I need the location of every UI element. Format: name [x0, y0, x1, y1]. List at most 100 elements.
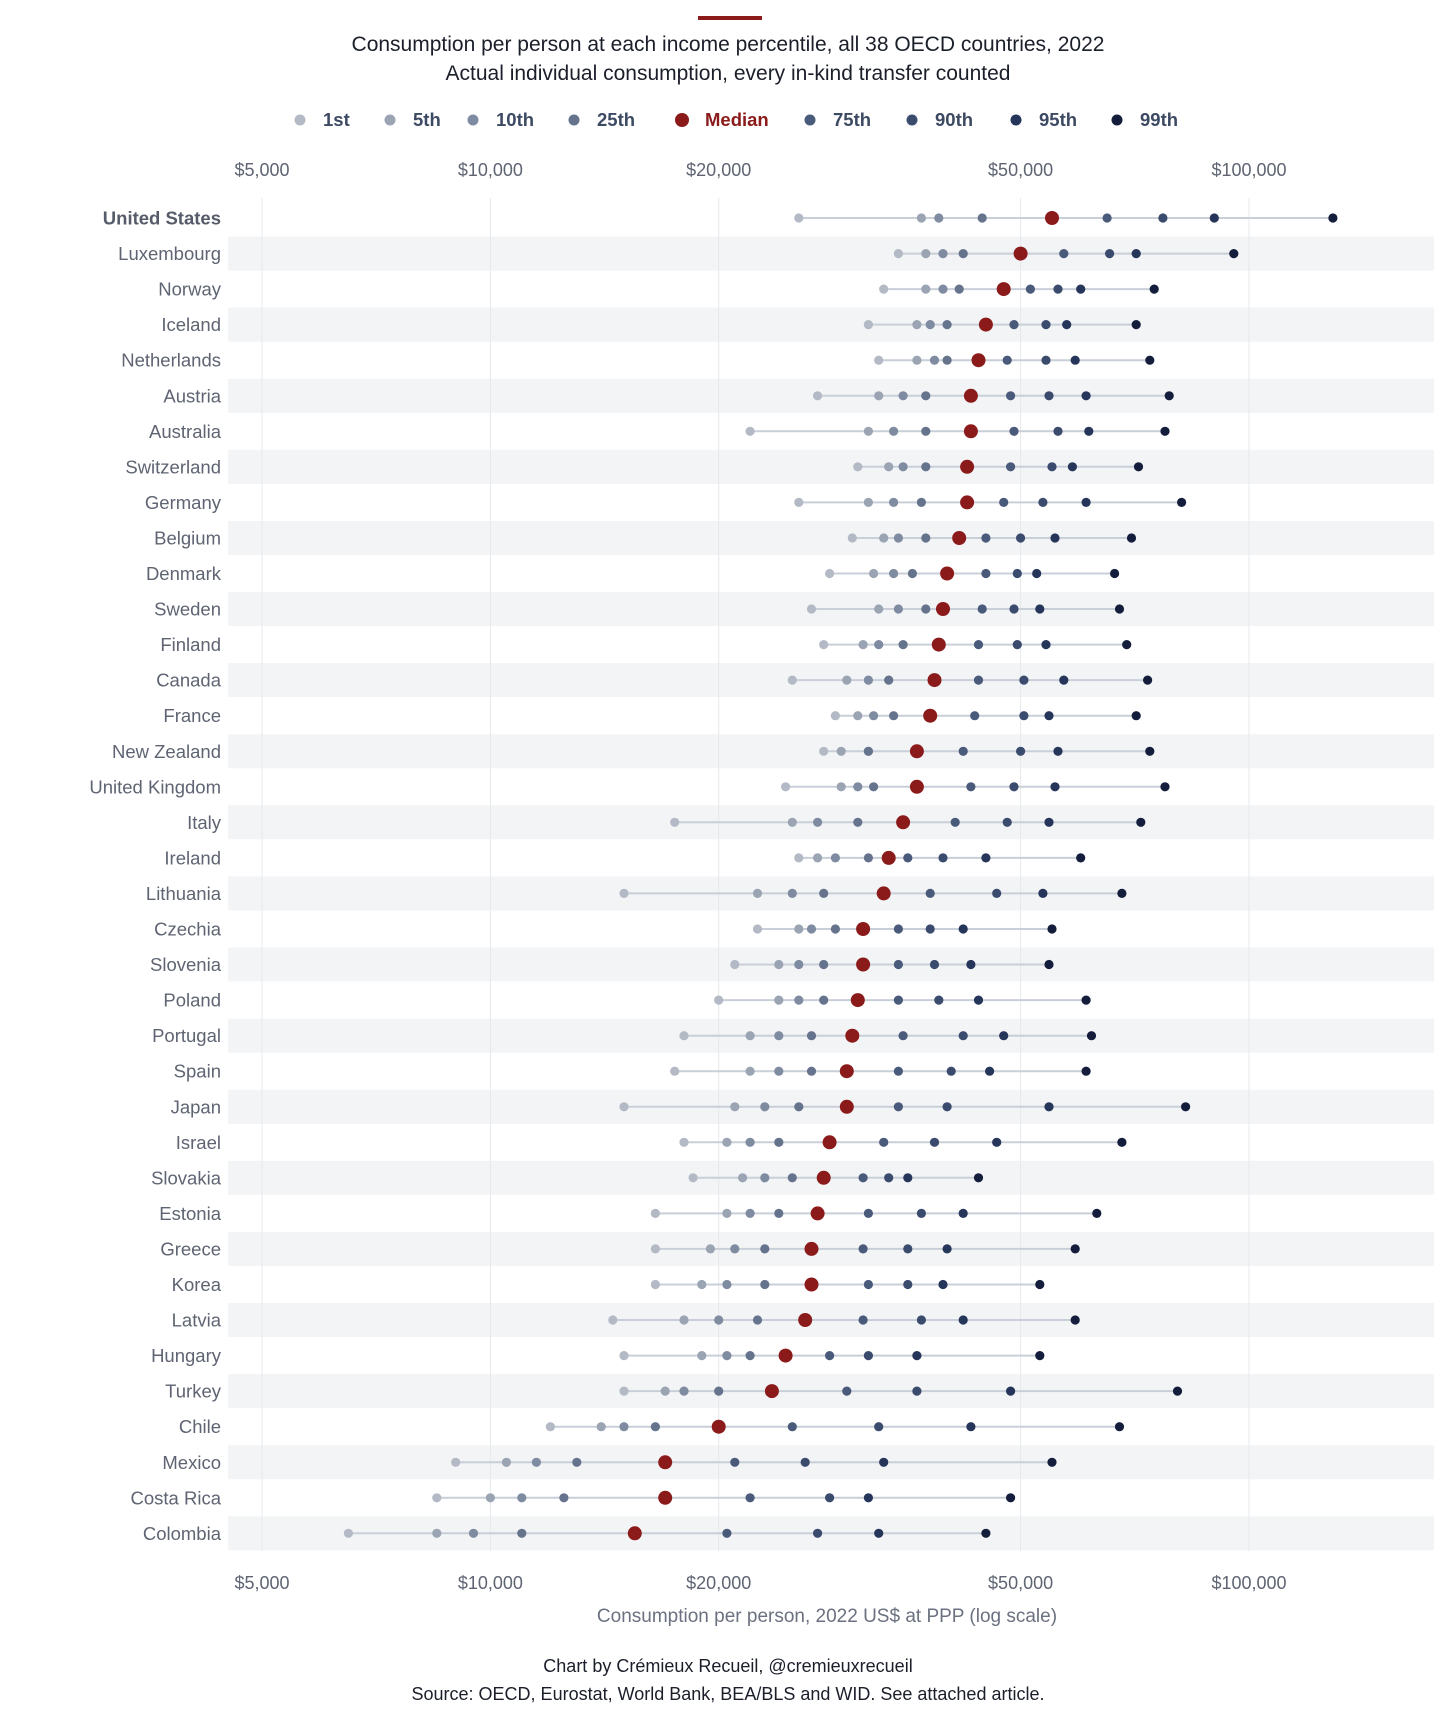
dot-p75 — [950, 817, 960, 827]
dot-p95 — [958, 1315, 968, 1325]
legend-swatch — [804, 114, 816, 126]
row-band — [228, 449, 1434, 484]
country-row: Iceland — [161, 314, 1141, 335]
dot-p95 — [1032, 568, 1042, 579]
dot-p5 — [863, 426, 874, 436]
dot-p99 — [1145, 746, 1155, 756]
dot-p25 — [760, 1279, 770, 1290]
footer-source: Source: OECD, Eurostat, World Bank, BEA/… — [412, 1684, 1045, 1704]
dot-p75 — [1006, 391, 1016, 401]
dot-p75 — [745, 1493, 755, 1503]
dot-p10 — [760, 1173, 770, 1183]
dot-p5 — [722, 1208, 732, 1218]
dot-p99 — [1143, 675, 1153, 685]
dot-p99 — [1047, 1457, 1057, 1467]
country-row: Chile — [179, 1416, 1125, 1437]
legend-item-p90: 90th — [906, 109, 973, 130]
dot-p75 — [903, 853, 913, 863]
dot-p90 — [929, 1137, 940, 1147]
dot-p50 — [658, 1455, 673, 1470]
legend-item-p75: 75th — [804, 109, 871, 130]
dot-p25 — [977, 213, 987, 223]
country-row: Austria — [163, 385, 1174, 406]
dot-p10 — [745, 1208, 755, 1218]
dot-p75 — [970, 711, 980, 721]
dot-p99 — [1133, 462, 1144, 472]
dot-p25 — [794, 1102, 804, 1112]
dot-p75 — [893, 959, 904, 970]
country-label: Luxembourg — [118, 243, 221, 264]
legend-item-p99: 99th — [1111, 109, 1178, 130]
dot-p25 — [921, 533, 931, 543]
dot-p25 — [806, 1031, 817, 1041]
x-tick-label-top: $10,000 — [458, 160, 523, 180]
dot-p99 — [1164, 391, 1174, 401]
dot-p90 — [925, 924, 935, 934]
x-tick-label-bottom: $50,000 — [988, 1573, 1053, 1593]
dot-p1 — [781, 782, 791, 792]
country-row: Slovenia — [150, 954, 1054, 975]
dot-p95 — [1038, 888, 1048, 899]
country-row: Australia — [149, 421, 1170, 442]
dot-p1 — [863, 320, 874, 330]
country-row: Poland — [163, 990, 1091, 1011]
country-row: Colombia — [143, 1523, 991, 1544]
dot-p75 — [977, 604, 987, 614]
dot-p5 — [745, 1066, 755, 1076]
country-label: Germany — [145, 492, 222, 513]
legend-item-p95: 95th — [1010, 109, 1077, 130]
x-axis-title: Consumption per person, 2022 US$ at PPP … — [597, 1606, 1057, 1627]
dot-p90 — [1053, 284, 1063, 294]
dot-p50 — [1013, 246, 1028, 261]
x-axis-top: $5,000 $10,000 $20,000 $50,000 $100,000 — [234, 160, 1286, 180]
dot-p10 — [874, 640, 884, 650]
legend-item-p25: 25th — [568, 109, 635, 130]
dot-p99 — [1044, 959, 1054, 970]
accent-bar — [698, 16, 762, 20]
dot-p50 — [810, 1206, 825, 1221]
dot-p99 — [1081, 995, 1091, 1005]
dot-p10 — [934, 213, 944, 223]
dot-p50 — [845, 1028, 860, 1043]
dot-p90 — [1041, 320, 1051, 330]
dot-p5 — [874, 604, 884, 614]
dot-p90 — [992, 888, 1002, 899]
dot-p75 — [966, 782, 976, 792]
dot-p10 — [679, 1386, 689, 1396]
dot-p75 — [973, 675, 984, 685]
dot-p95 — [1050, 782, 1060, 792]
legend-swatch — [675, 113, 689, 127]
dot-p75 — [981, 533, 991, 543]
dot-p99 — [1035, 1351, 1045, 1361]
dot-p25 — [942, 355, 952, 365]
dot-p75 — [898, 1031, 908, 1041]
country-row: Finland — [160, 634, 1132, 655]
dot-p5 — [697, 1351, 707, 1361]
dot-p5 — [432, 1528, 442, 1538]
dot-p90 — [1038, 497, 1048, 507]
country-label: United States — [103, 208, 221, 229]
dot-p5 — [884, 462, 894, 472]
dot-p1 — [545, 1422, 556, 1432]
dot-p75 — [893, 1102, 904, 1112]
dot-p1 — [813, 391, 823, 401]
dot-p50 — [804, 1277, 819, 1292]
dot-p50 — [822, 1135, 837, 1150]
legend-label: 25th — [597, 109, 635, 130]
dot-p1 — [619, 888, 629, 899]
dot-p5 — [774, 959, 784, 970]
dot-p10 — [863, 675, 874, 685]
legend-swatch — [1111, 114, 1123, 126]
dot-p90 — [912, 1386, 922, 1396]
country-row: Korea — [172, 1274, 1045, 1295]
dot-p5 — [863, 497, 874, 507]
dot-p95 — [1044, 711, 1054, 721]
dot-p25 — [916, 497, 927, 507]
dot-p10 — [517, 1493, 527, 1503]
dot-p25 — [863, 853, 874, 863]
dot-p50 — [909, 744, 924, 759]
dot-p99 — [1070, 1315, 1080, 1325]
legend-label: Median — [705, 109, 769, 130]
dot-p95 — [903, 1173, 913, 1183]
dot-p50 — [931, 637, 946, 652]
